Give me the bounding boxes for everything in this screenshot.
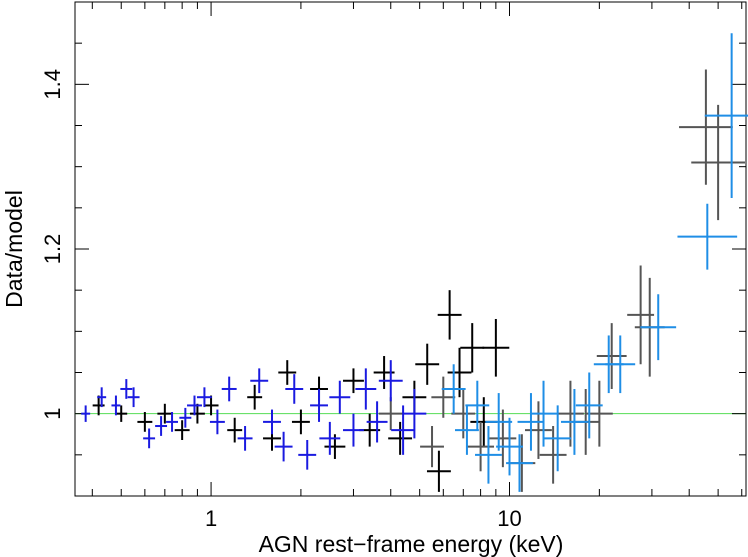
- data-point: [378, 397, 403, 431]
- data-point: [179, 407, 192, 428]
- data-point: [557, 380, 584, 447]
- data-point: [81, 405, 91, 422]
- data-point: [174, 420, 190, 441]
- data-point: [441, 364, 466, 414]
- data-point: [155, 416, 168, 436]
- data-point: [366, 401, 388, 443]
- data-point: [310, 388, 328, 422]
- x-tick-label: 1: [205, 506, 217, 531]
- data-point: [605, 335, 636, 394]
- data-point: [496, 417, 523, 476]
- data-point: [237, 426, 253, 451]
- data-point: [596, 323, 627, 389]
- data-point: [166, 412, 179, 432]
- data-point: [378, 360, 403, 402]
- data-point: [319, 421, 341, 455]
- series-3: [441, 33, 748, 492]
- data-point: [157, 403, 173, 424]
- data-point: [137, 412, 153, 432]
- data-point: [343, 368, 364, 394]
- data-point: [402, 388, 427, 439]
- data-point: [575, 372, 603, 439]
- data-point: [115, 405, 128, 422]
- data-point: [467, 421, 495, 472]
- data-point: [388, 421, 413, 455]
- data-point: [426, 450, 451, 492]
- y-tick-label: 1.2: [40, 234, 65, 265]
- data-point: [203, 395, 219, 416]
- data-point: [278, 360, 297, 385]
- data-point: [111, 395, 121, 416]
- data-point: [196, 387, 212, 408]
- data-point: [506, 434, 533, 492]
- data-point: [329, 380, 351, 414]
- data-point: [209, 409, 225, 435]
- data-point: [489, 409, 517, 468]
- data-point: [355, 368, 377, 410]
- data-point: [420, 426, 444, 468]
- data-point: [704, 33, 748, 198]
- y-tick-label: 1.4: [40, 69, 65, 100]
- data-point: [517, 393, 545, 451]
- x-tick-label: 10: [497, 506, 521, 531]
- series-2: [81, 360, 427, 470]
- x-axis-ticks: 1 10: [91, 2, 743, 531]
- data-point: [189, 403, 205, 424]
- y-tick-label: 1: [40, 408, 65, 420]
- data-point: [343, 413, 364, 447]
- data-point: [460, 323, 485, 373]
- data-point: [291, 409, 310, 435]
- data-point: [544, 405, 572, 472]
- data-point: [437, 290, 462, 340]
- data-point: [677, 203, 738, 270]
- data-point: [143, 428, 156, 449]
- data-point: [475, 426, 502, 484]
- series-0: [92, 290, 510, 492]
- data-point: [250, 368, 269, 394]
- data-point: [187, 395, 202, 416]
- data-point: [482, 318, 510, 377]
- data-point: [539, 426, 567, 484]
- data-point: [127, 387, 140, 408]
- data-point: [285, 374, 304, 404]
- data-point: [92, 395, 105, 416]
- data-point: [485, 393, 513, 451]
- data-point: [263, 409, 281, 435]
- y-axis-title: Data/model: [1, 190, 27, 308]
- data-point: [691, 104, 745, 221]
- x-axis-title: AGN rest−frame energy (keV): [259, 531, 564, 557]
- y-axis-ticks: 1 1.2 1.4: [40, 1, 746, 497]
- data-point: [120, 379, 133, 399]
- data-point: [97, 387, 107, 408]
- data-point: [454, 405, 479, 455]
- data-point: [679, 69, 733, 185]
- data-point: [431, 376, 456, 418]
- data-point: [530, 380, 557, 447]
- data-point: [525, 401, 552, 459]
- data-point: [585, 380, 613, 447]
- data-point: [640, 294, 677, 361]
- data-point: [415, 343, 440, 385]
- data-point: [274, 431, 293, 462]
- data-point: [465, 380, 490, 431]
- data-point: [227, 417, 243, 443]
- data-point: [247, 384, 263, 410]
- data-point: [560, 388, 588, 455]
- data-point: [221, 376, 237, 402]
- data-series: [81, 33, 748, 492]
- data-point: [298, 440, 317, 470]
- series-1: [378, 69, 745, 492]
